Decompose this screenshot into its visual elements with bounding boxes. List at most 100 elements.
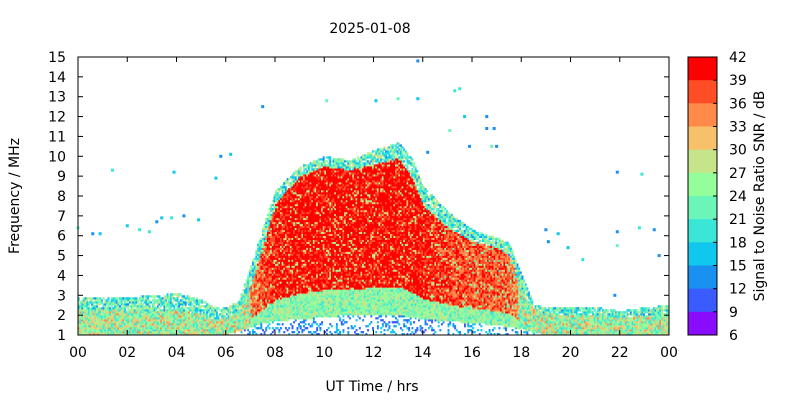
heatmap-cell	[294, 182, 297, 185]
heatmap-cell	[273, 293, 276, 296]
heatmap-cell	[235, 319, 238, 322]
heatmap-cell	[301, 261, 304, 264]
heatmap-cell	[309, 295, 312, 298]
heatmap-cell	[273, 259, 276, 262]
heatmap-cell	[252, 283, 255, 286]
heatmap-cell	[286, 213, 289, 217]
heatmap-cell	[284, 275, 287, 278]
heatmap-cell	[192, 331, 195, 334]
heatmap-cell	[229, 315, 232, 318]
heatmap-cell	[169, 321, 172, 324]
heatmap-cell	[304, 323, 307, 326]
heatmap-cell	[86, 301, 89, 304]
heatmap-cell	[321, 255, 324, 258]
heatmap-cell	[123, 309, 126, 312]
heatmap-cell	[283, 285, 286, 288]
heatmap-cell	[100, 325, 103, 328]
heatmap-cell	[132, 313, 135, 316]
heatmap-cell	[288, 209, 291, 213]
heatmap-cell	[211, 319, 213, 322]
heatmap-cell	[284, 239, 287, 242]
heatmap-cell	[183, 323, 186, 326]
heatmap-cell	[293, 231, 296, 235]
heatmap-cell	[135, 329, 138, 332]
heatmap-cell	[286, 275, 289, 278]
heatmap-cell	[271, 303, 274, 306]
heatmap-cell	[248, 321, 251, 324]
heatmap-cell	[309, 231, 312, 235]
heatmap-cell	[312, 186, 315, 189]
heatmap-cell	[281, 259, 284, 262]
heatmap-cell	[94, 319, 97, 322]
heatmap-cell	[294, 184, 297, 187]
heatmap-cell	[81, 319, 84, 322]
heatmap-cell	[309, 197, 312, 201]
heatmap-cell	[171, 301, 174, 304]
heatmap-cell	[304, 239, 307, 242]
heatmap-cell	[114, 305, 117, 308]
heatmap-cell	[247, 323, 250, 326]
heatmap-cell	[307, 287, 310, 290]
heatmap-cell	[119, 315, 121, 318]
heatmap-cell	[284, 251, 287, 254]
heatmap-cell	[234, 315, 236, 318]
heatmap-cell	[296, 263, 299, 266]
heatmap-cell	[168, 327, 171, 330]
heatmap-cell	[307, 211, 310, 215]
heatmap-cell	[317, 188, 320, 191]
heatmap-cell	[275, 233, 278, 237]
heatmap-cell	[281, 194, 284, 197]
heatmap-cell	[312, 170, 315, 173]
heatmap-cell	[322, 158, 325, 161]
heatmap-cell	[303, 271, 305, 274]
heatmap-cell	[158, 321, 161, 324]
heatmap-cell	[309, 311, 312, 314]
heatmap-cell	[265, 303, 268, 306]
heatmap-cell	[214, 325, 217, 328]
heatmap-cell	[314, 190, 317, 193]
heatmap-cell	[245, 283, 248, 286]
heatmap-cell	[291, 241, 294, 244]
heatmap-cell	[312, 205, 315, 209]
heatmap-cell	[266, 217, 269, 221]
heatmap-cell	[87, 311, 90, 314]
heatmap-cell	[324, 201, 327, 205]
heatmap-cell	[294, 303, 297, 306]
heatmap-cell	[322, 261, 325, 264]
heatmap-cell	[309, 215, 312, 219]
heatmap-cell	[86, 331, 89, 334]
heatmap-cell	[298, 227, 301, 231]
heatmap-cell	[163, 309, 166, 312]
heatmap-cell	[192, 297, 195, 300]
heatmap-cell	[271, 265, 274, 268]
heatmap-cell	[207, 329, 210, 332]
heatmap-cell	[148, 319, 151, 322]
heatmap-cell	[317, 233, 320, 237]
heatmap-cell	[288, 227, 291, 231]
heatmap-cell	[87, 317, 90, 320]
heatmap-cell	[79, 333, 82, 336]
heatmap-cell	[291, 190, 294, 193]
heatmap-cell	[104, 301, 107, 304]
heatmap-cell	[122, 321, 125, 324]
heatmap-cell	[321, 307, 324, 310]
heatmap-cell	[293, 289, 296, 292]
heatmap-cell	[261, 227, 264, 231]
heatmap-cell	[107, 305, 110, 308]
heatmap-cell	[296, 247, 299, 250]
heatmap-cell	[158, 301, 161, 304]
heatmap-cell	[296, 317, 299, 320]
heatmap-cell	[324, 305, 327, 308]
heatmap-cell	[275, 281, 278, 284]
heatmap-cell	[276, 281, 279, 284]
heatmap-cell	[123, 313, 126, 316]
heatmap-cell	[301, 289, 304, 292]
heatmap-cell	[258, 327, 261, 330]
heatmap-cell	[97, 307, 100, 310]
heatmap-cell	[291, 207, 294, 211]
heatmap-cell	[250, 295, 253, 298]
heatmap-cell	[278, 209, 281, 213]
heatmap-cell	[296, 289, 299, 292]
heatmap-cell	[252, 281, 255, 284]
heatmap-cell	[261, 293, 264, 296]
